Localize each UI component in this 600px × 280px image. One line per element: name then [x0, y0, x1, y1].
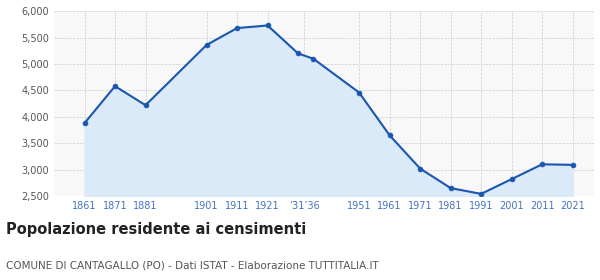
Text: COMUNE DI CANTAGALLO (PO) - Dati ISTAT - Elaborazione TUTTITALIA.IT: COMUNE DI CANTAGALLO (PO) - Dati ISTAT -…	[6, 261, 379, 271]
Text: Popolazione residente ai censimenti: Popolazione residente ai censimenti	[6, 222, 306, 237]
